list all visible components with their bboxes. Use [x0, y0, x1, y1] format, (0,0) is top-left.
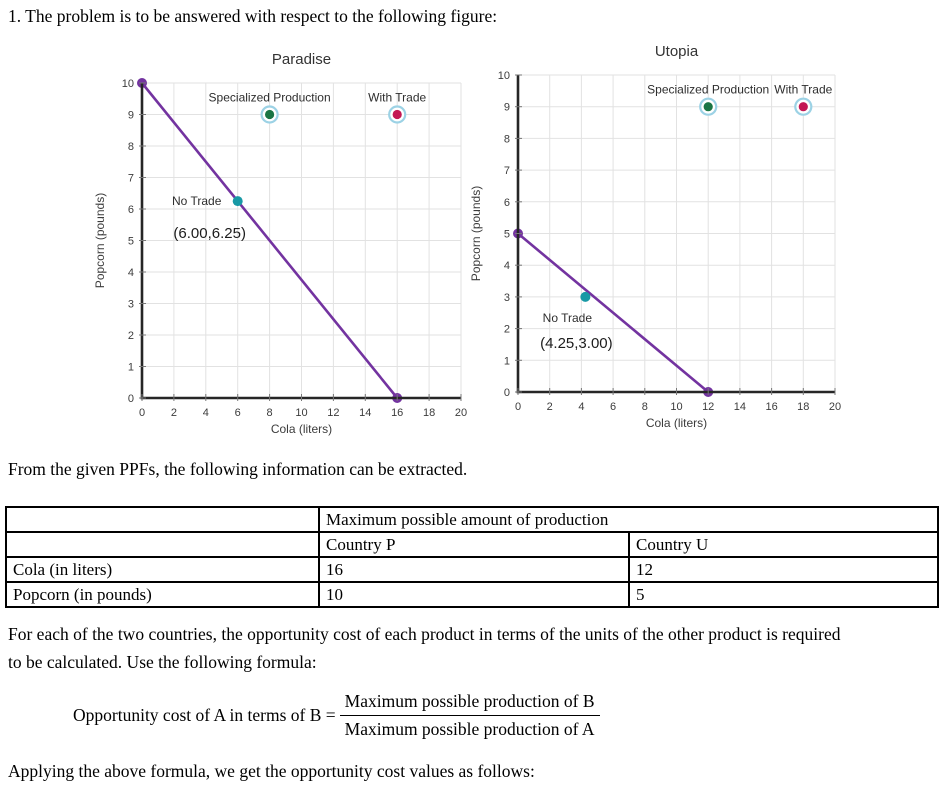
- row-label-popcorn: Popcorn (in pounds): [5, 581, 320, 608]
- legend-label: With Trade: [774, 83, 832, 97]
- extract-note-text: From the given PPFs, the following infor…: [8, 459, 468, 479]
- x-tick-label: 20: [455, 407, 467, 419]
- formula-numerator: Maximum possible production of B: [339, 691, 600, 716]
- x-tick-label: 0: [515, 401, 521, 413]
- x-tick-label: 2: [547, 401, 553, 413]
- x-axis-label: Cola (liters): [646, 416, 707, 430]
- x-tick-label: 10: [295, 407, 307, 419]
- x-tick-label: 8: [642, 401, 648, 413]
- no-trade-label: No Trade: [172, 194, 222, 208]
- empty-cell: [5, 506, 320, 533]
- table-row: Cola (in liters) 16 12: [5, 556, 940, 583]
- table-row: Popcorn (in pounds) 10 5: [5, 581, 940, 608]
- x-tick-label: 2: [171, 407, 177, 419]
- legend-label: Specialized Production: [209, 91, 331, 105]
- x-tick-label: 0: [139, 407, 145, 419]
- y-tick-label: 8: [128, 141, 134, 153]
- y-tick-label: 2: [128, 330, 134, 342]
- no-trade-coordinates-label: (6.00,6.25): [173, 225, 246, 242]
- ppf-line: [517, 232, 710, 393]
- no-trade-point-marker: [580, 291, 591, 302]
- x-tick-label: 16: [765, 401, 777, 413]
- ppf-chart-utopia: 0 2 4 6 8 10 12 14 16 18 20 0 1 2 3 4 5 6 7 8 9 10 Cola (liter…: [469, 42, 942, 447]
- no-trade-coordinates-label: (4.25,3.00): [540, 335, 613, 352]
- x-tick-label: 6: [610, 401, 616, 413]
- chart-title: Utopia: [655, 43, 699, 60]
- y-tick-label: 7: [128, 173, 134, 185]
- y-tick-label: 4: [128, 267, 134, 279]
- closing-text: Applying the above formula, we get the o…: [8, 761, 535, 781]
- y-tick-label: 1: [504, 355, 510, 367]
- opportunity-cost-formula: Opportunity cost of A in terms of B = Ma…: [73, 691, 600, 740]
- y-tick-label: 9: [128, 110, 134, 122]
- table-row: Maximum possible amount of production: [5, 506, 940, 533]
- paragraph-line-2: to be calculated. Use the following form…: [8, 652, 317, 672]
- x-tick-label: 18: [797, 401, 809, 413]
- ppf-chart-paradise: 0 2 4 6 8 10 12 14 16 18 20 0 1 2 3 4 5 6 7 8 9 10 Cola (liter…: [85, 42, 485, 447]
- legend-marker-dot: [703, 102, 713, 112]
- problem-intro-text: 1. The problem is to be answered with re…: [8, 6, 498, 26]
- country-p-header: Country P: [318, 531, 630, 558]
- country-u-header: Country U: [627, 531, 940, 558]
- y-tick-label: 0: [504, 387, 510, 399]
- y-tick-label: 8: [504, 133, 510, 145]
- cola-country-u-value: 12: [627, 556, 940, 583]
- merged-header-cell: Maximum possible amount of production: [317, 506, 940, 533]
- paragraph-line-1: For each of the two countries, the oppor…: [8, 624, 841, 644]
- x-tick-label: 14: [359, 407, 371, 419]
- chart-title: Paradise: [272, 51, 331, 68]
- y-tick-label: 10: [122, 78, 134, 90]
- formula-lhs: Opportunity cost of A in terms of B =: [73, 705, 336, 725]
- row-label-cola: Cola (in liters): [5, 556, 320, 583]
- x-tick-label: 4: [578, 401, 584, 413]
- y-tick-label: 6: [504, 197, 510, 209]
- empty-cell: [5, 531, 320, 558]
- x-tick-label: 18: [423, 407, 435, 419]
- x-tick-label: 12: [702, 401, 714, 413]
- y-tick-label: 1: [128, 362, 134, 374]
- y-tick-label: 6: [128, 204, 134, 216]
- y-axis-label: Popcorn (pounds): [470, 186, 483, 281]
- popcorn-country-u-value: 5: [627, 581, 940, 608]
- y-tick-label: 0: [128, 393, 134, 405]
- y-tick-label: 5: [504, 229, 510, 241]
- y-tick-label: 5: [128, 236, 134, 248]
- table-row: Country P Country U: [5, 531, 940, 558]
- x-axis-label: Cola (liters): [271, 422, 332, 436]
- y-tick-label: 3: [504, 292, 510, 304]
- popcorn-country-p-value: 10: [318, 581, 630, 608]
- legend-marker-dot: [265, 109, 275, 120]
- y-tick-label: 7: [504, 165, 510, 177]
- no-trade-label: No Trade: [543, 311, 593, 325]
- cola-country-p-value: 16: [318, 556, 630, 583]
- legend-label: Specialized Production: [647, 83, 769, 97]
- formula-denominator: Maximum possible production of A: [344, 719, 595, 739]
- no-trade-point-marker: [232, 196, 243, 207]
- x-tick-label: 20: [829, 401, 841, 413]
- y-tick-label: 10: [498, 70, 510, 82]
- opportunity-cost-paragraph: For each of the two countries, the oppor…: [8, 620, 841, 676]
- y-tick-label: 3: [128, 299, 134, 311]
- y-tick-label: 4: [504, 260, 510, 272]
- x-tick-label: 16: [391, 407, 403, 419]
- formula-fraction: Maximum possible production of B Maximum…: [339, 691, 600, 740]
- legend-label: With Trade: [368, 91, 426, 105]
- legend-marker-dot: [798, 102, 808, 112]
- y-tick-label: 9: [504, 102, 510, 114]
- production-table: Maximum possible amount of production Co…: [5, 506, 940, 608]
- ppf-line: [140, 82, 399, 399]
- y-axis-label: Popcorn (pounds): [93, 193, 107, 288]
- x-tick-label: 10: [670, 401, 682, 413]
- x-tick-label: 12: [327, 407, 339, 419]
- x-tick-label: 8: [267, 407, 273, 419]
- x-tick-label: 6: [235, 407, 241, 419]
- x-tick-label: 4: [203, 407, 209, 419]
- y-tick-label: 2: [504, 324, 510, 336]
- legend-marker-dot: [392, 109, 402, 120]
- x-tick-label: 14: [734, 401, 746, 413]
